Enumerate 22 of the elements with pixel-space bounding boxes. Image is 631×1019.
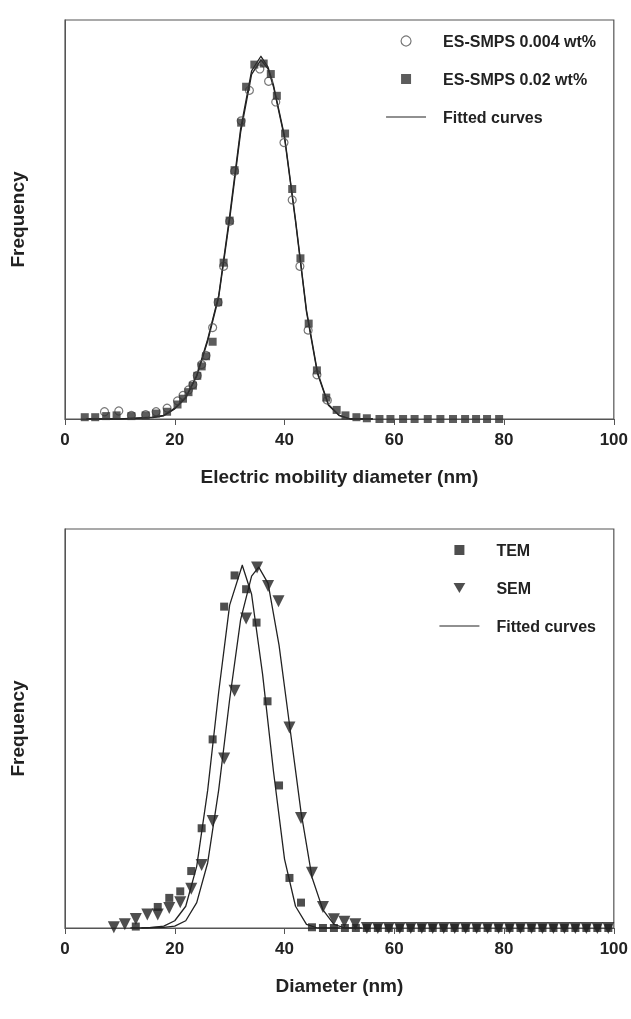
x-tick-label: 40 xyxy=(275,430,294,449)
y-axis-title: Frequency xyxy=(7,680,28,777)
x-tick-label: 20 xyxy=(165,430,185,449)
x-tick-label: 60 xyxy=(384,939,404,958)
x-tick-label: 20 xyxy=(165,939,185,958)
x-tick-label: 0 xyxy=(60,430,70,449)
legend-label: ES-SMPS 0.02 wt% xyxy=(443,70,588,88)
x-tick-label: 80 xyxy=(494,939,514,958)
y-axis-title: Frequency xyxy=(7,171,28,268)
x-tick-label: 100 xyxy=(599,939,629,958)
x-axis-title: Electric mobility diameter (nm) xyxy=(200,466,479,487)
x-axis-title: Diameter (nm) xyxy=(275,975,404,996)
x-tick-label: 60 xyxy=(384,430,404,449)
legend-label: SEM xyxy=(496,579,532,597)
x-tick-label: 80 xyxy=(494,430,514,449)
x-tick-label: 40 xyxy=(275,939,294,958)
legend-label: Fitted curves xyxy=(443,108,543,126)
legend-label: ES-SMPS 0.004 wt% xyxy=(443,32,597,50)
x-tick-label: 0 xyxy=(60,939,70,958)
legend-label: TEM xyxy=(496,541,531,559)
legend-label: Fitted curves xyxy=(496,617,597,635)
x-tick-label: 100 xyxy=(599,430,629,449)
